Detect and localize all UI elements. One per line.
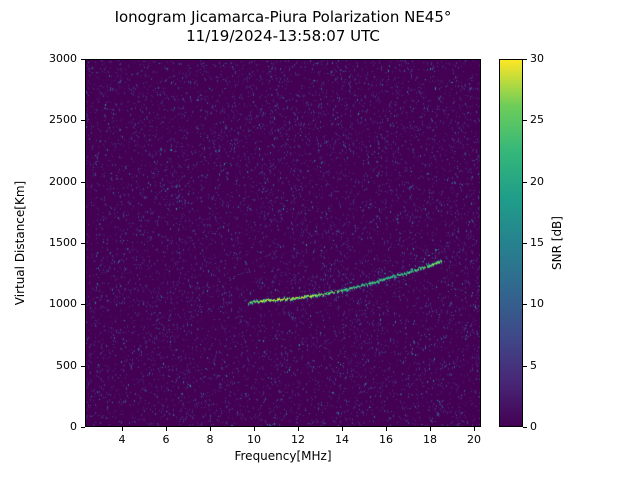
chart-title: Ionogram Jicamarca-Piura Polarization NE…	[114, 8, 452, 26]
colorbar-tick-mark	[523, 182, 527, 183]
colorbar-tick-label: 0	[530, 420, 537, 433]
x-tick-mark	[342, 427, 343, 431]
x-tick-mark	[386, 427, 387, 431]
y-tick-mark	[81, 182, 85, 183]
x-tick-label: 8	[206, 433, 214, 446]
x-tick-mark	[430, 427, 431, 431]
y-tick-mark	[81, 243, 85, 244]
ionogram-heatmap	[85, 59, 481, 427]
y-tick-label: 2000	[49, 175, 77, 188]
x-tick-label: 10	[247, 433, 261, 446]
x-tick-label: 20	[467, 433, 481, 446]
colorbar-tick-label: 20	[530, 175, 544, 188]
y-tick-label: 1000	[49, 297, 77, 310]
x-tick-mark	[210, 427, 211, 431]
y-tick-mark	[81, 120, 85, 121]
chart-subtitle: 11/19/2024-13:58:07 UTC	[186, 27, 380, 45]
colorbar-tick-mark	[523, 366, 527, 367]
colorbar-tick-label: 10	[530, 297, 544, 310]
x-tick-mark	[474, 427, 475, 431]
y-tick-mark	[81, 304, 85, 305]
y-tick-label: 1500	[49, 236, 77, 249]
y-tick-label: 500	[56, 359, 77, 372]
colorbar-tick-label: 25	[530, 113, 544, 126]
x-tick-label: 6	[162, 433, 170, 446]
y-tick-mark	[81, 59, 85, 60]
y-tick-mark	[81, 366, 85, 367]
y-tick-label: 0	[70, 420, 77, 433]
x-axis-label: Frequency[MHz]	[234, 449, 332, 463]
x-tick-mark	[166, 427, 167, 431]
x-tick-mark	[122, 427, 123, 431]
x-tick-label: 12	[291, 433, 305, 446]
y-tick-label: 2500	[49, 113, 77, 126]
colorbar-tick-mark	[523, 427, 527, 428]
x-tick-mark	[254, 427, 255, 431]
colorbar-tick-mark	[523, 59, 527, 60]
colorbar-gradient	[499, 59, 523, 427]
x-tick-label: 4	[118, 433, 126, 446]
x-tick-label: 14	[335, 433, 349, 446]
y-tick-label: 3000	[49, 52, 77, 65]
x-tick-mark	[298, 427, 299, 431]
colorbar-tick-mark	[523, 243, 527, 244]
x-tick-label: 16	[379, 433, 393, 446]
colorbar-tick-label: 30	[530, 52, 544, 65]
colorbar-tick-mark	[523, 120, 527, 121]
y-tick-mark	[81, 427, 85, 428]
colorbar-tick-label: 5	[530, 359, 537, 372]
colorbar-label: SNR [dB]	[550, 216, 564, 270]
colorbar-tick-label: 15	[530, 236, 544, 249]
colorbar-tick-mark	[523, 304, 527, 305]
x-tick-label: 18	[423, 433, 437, 446]
